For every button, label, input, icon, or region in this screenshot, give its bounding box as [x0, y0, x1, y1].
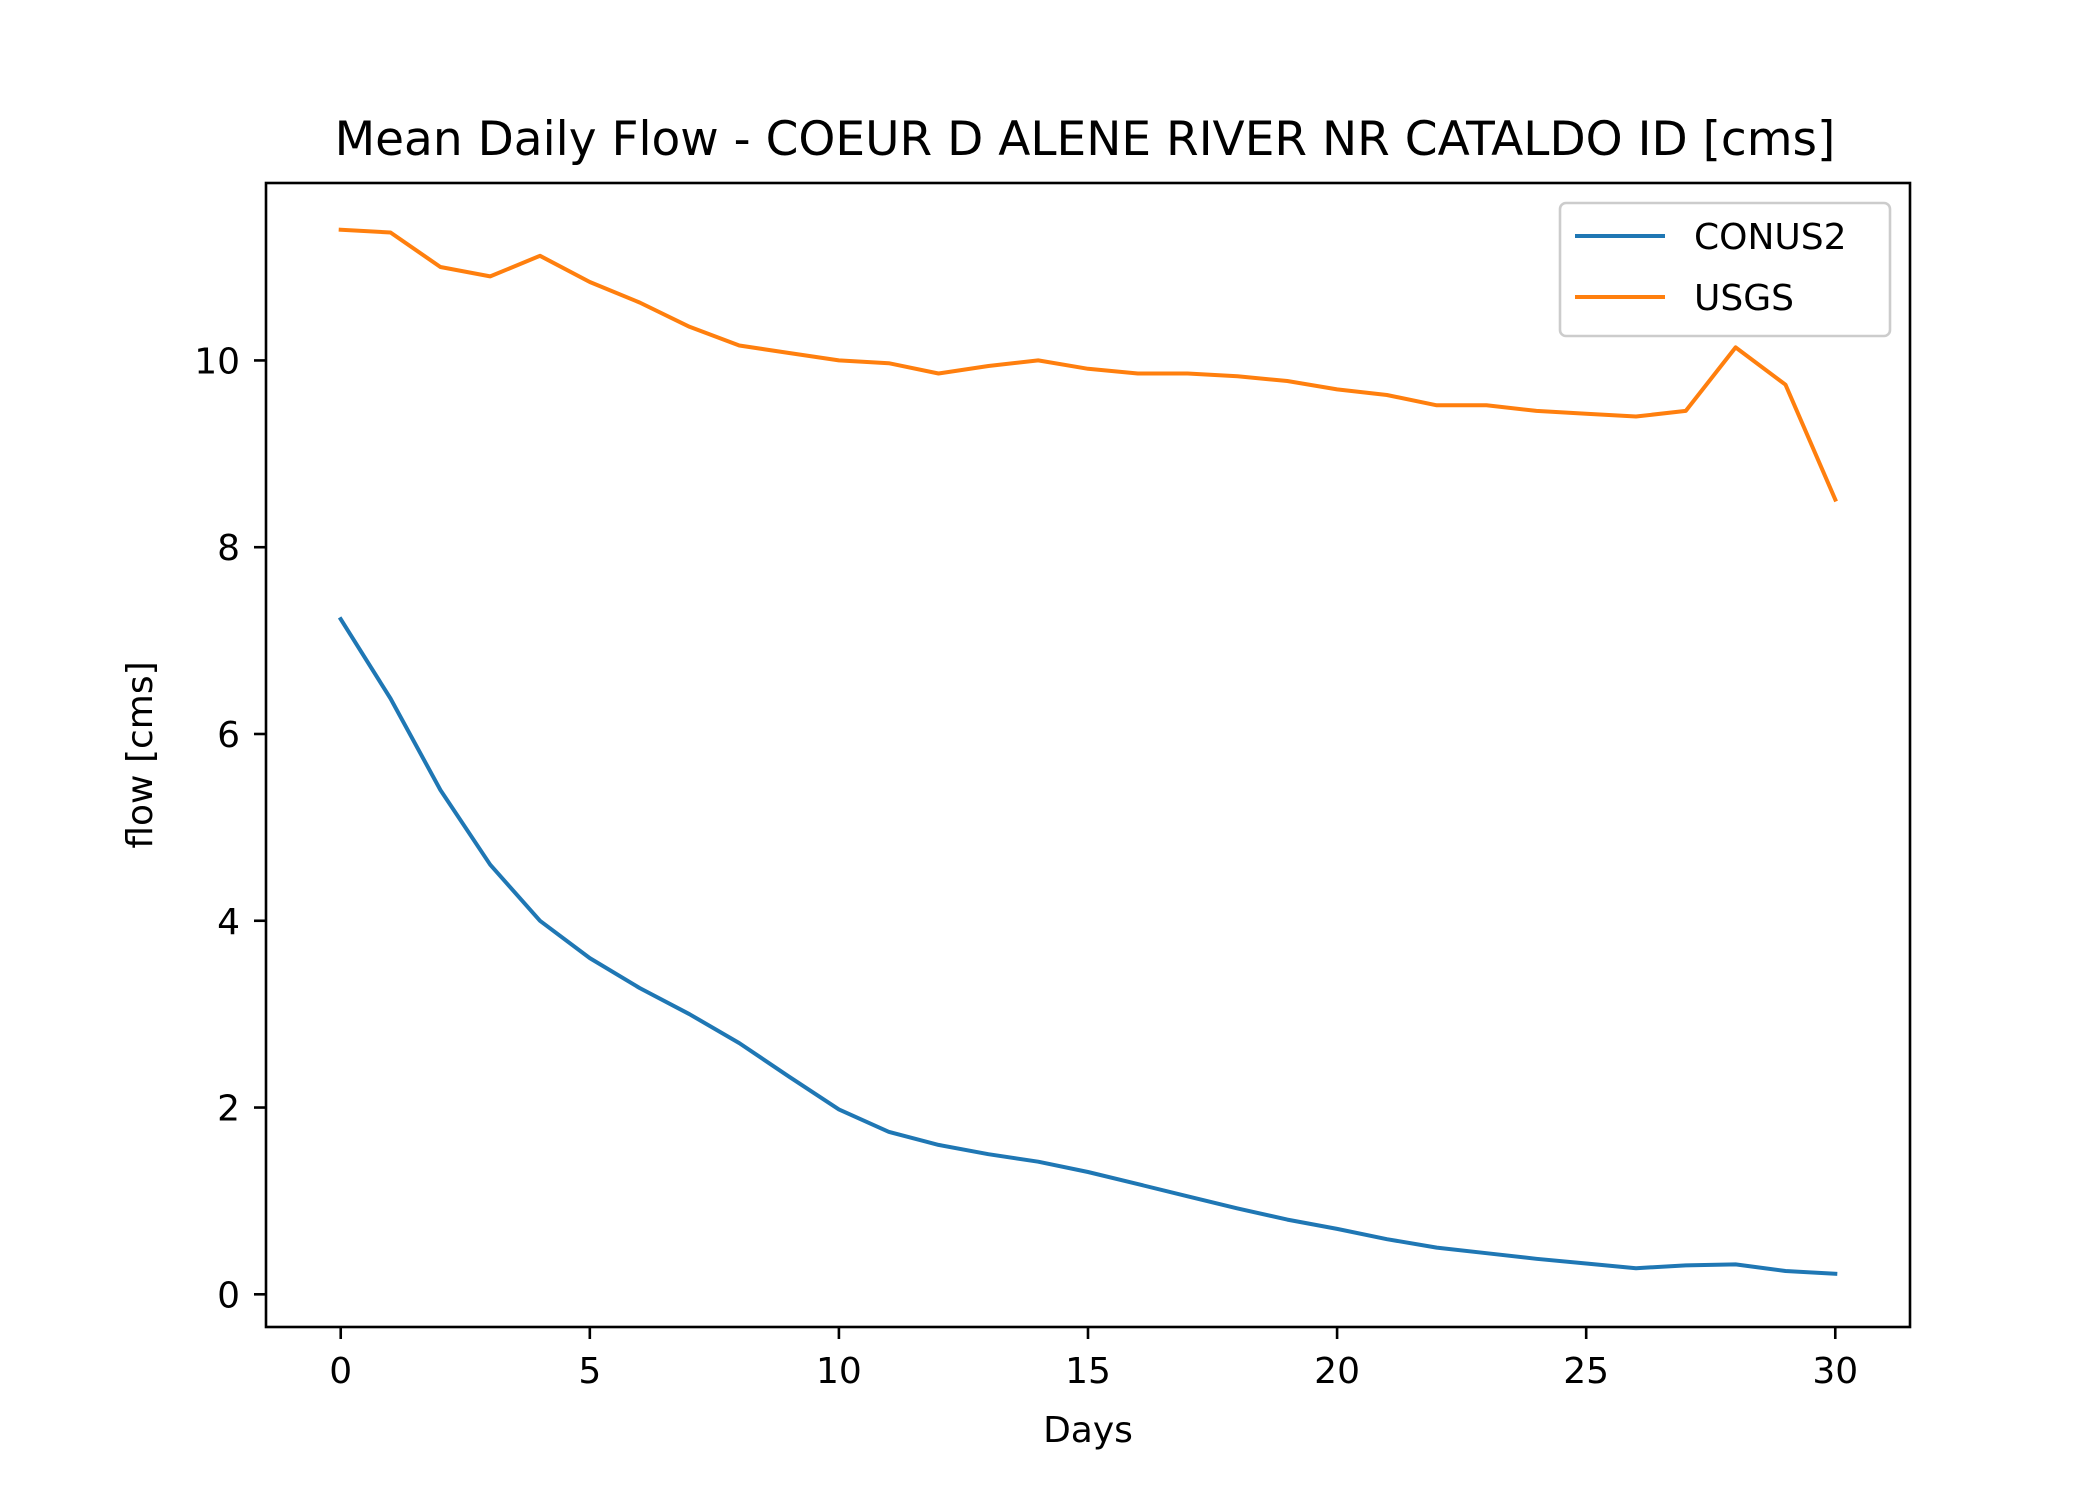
series-layer	[337, 227, 1838, 1276]
x-tick-label: 30	[1812, 1351, 1858, 1392]
y-tick-label: 10	[194, 341, 240, 382]
y-axis-ticks: 0 2 4 6 8 10	[194, 341, 266, 1316]
x-tick-label: 25	[1563, 1351, 1609, 1392]
legend: CONUS2 USGS	[1558, 201, 1892, 338]
x-tick-label: 10	[816, 1351, 862, 1392]
series-line-conus2	[337, 616, 1838, 1276]
x-axis-label: Days	[1043, 1410, 1133, 1451]
y-tick-label: 2	[217, 1089, 240, 1130]
x-axis-ticks: 0 5 10 15 20 25 30	[329, 1327, 1858, 1392]
y-tick-label: 8	[217, 528, 240, 569]
plot-frame	[264, 181, 1912, 1329]
y-tick-label: 6	[217, 715, 240, 756]
series-line-usgs	[338, 227, 1838, 503]
x-tick-label: 5	[578, 1351, 601, 1392]
y-axis-label: flow [cms]	[120, 661, 161, 848]
y-tick-label: 4	[217, 902, 240, 943]
y-tick-label: 0	[217, 1275, 240, 1316]
legend-label-usgs: USGS	[1694, 278, 1794, 319]
chart-title: Mean Daily Flow - COEUR D ALENE RIVER NR…	[335, 112, 1836, 167]
x-tick-label: 20	[1314, 1351, 1360, 1392]
legend-label-conus2: CONUS2	[1694, 217, 1847, 258]
x-tick-label: 0	[329, 1351, 352, 1392]
x-tick-label: 15	[1065, 1351, 1111, 1392]
